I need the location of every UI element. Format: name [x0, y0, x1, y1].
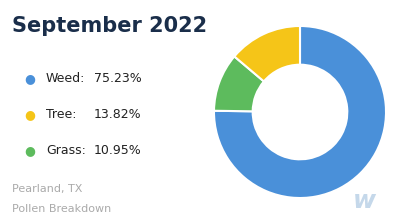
Wedge shape: [214, 56, 264, 111]
Text: Grass:: Grass:: [46, 144, 86, 157]
Text: September 2022: September 2022: [12, 16, 207, 36]
Text: 75.23%: 75.23%: [94, 72, 142, 85]
Text: w: w: [352, 189, 376, 213]
Text: ●: ●: [24, 72, 36, 85]
Text: ●: ●: [24, 108, 36, 121]
Text: Tree:: Tree:: [46, 108, 76, 121]
Text: Weed:: Weed:: [46, 72, 85, 85]
Wedge shape: [214, 26, 386, 198]
Text: Pollen Breakdown: Pollen Breakdown: [12, 204, 111, 214]
Text: 10.95%: 10.95%: [94, 144, 142, 157]
Wedge shape: [234, 26, 300, 82]
Text: Pearland, TX: Pearland, TX: [12, 184, 82, 194]
Text: 13.82%: 13.82%: [94, 108, 142, 121]
Text: ●: ●: [24, 144, 36, 157]
